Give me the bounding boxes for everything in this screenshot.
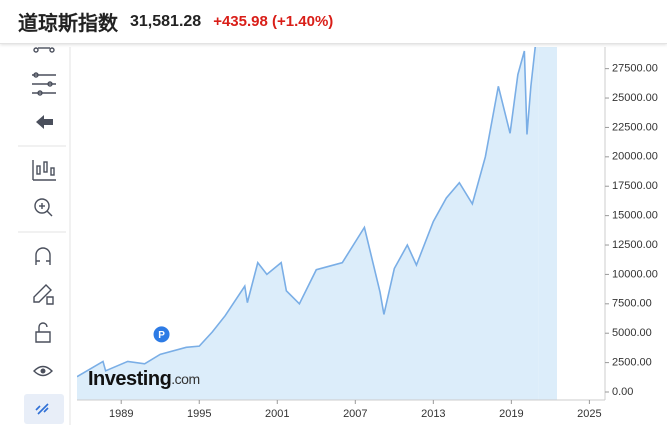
y-tick-label: 12500.00 <box>612 239 658 251</box>
x-tick-label: 2025 <box>577 408 601 420</box>
tool-indicators[interactable] <box>32 160 56 181</box>
y-tick-label: 7500.00 <box>612 298 652 310</box>
y-tick-label: 2500.00 <box>612 357 652 369</box>
event-marker <box>153 326 170 343</box>
y-tick-label: 15000.00 <box>612 210 658 222</box>
y-tick-label: 20000.00 <box>612 151 658 163</box>
watermark-brand: Investing <box>88 368 171 390</box>
tool-link[interactable] <box>35 403 49 415</box>
area-fill <box>77 47 539 400</box>
y-tick-label: 17500.00 <box>612 180 658 192</box>
tool-fib[interactable] <box>32 72 56 96</box>
tool-zoom[interactable] <box>34 198 53 217</box>
tool-eye[interactable] <box>33 365 53 377</box>
y-tick-label: 22500.00 <box>612 121 658 133</box>
index-change: +435.98 (+1.40%) <box>213 13 334 30</box>
tool-eye-pupil <box>40 368 46 374</box>
y-tick-label: 5000.00 <box>612 327 652 339</box>
x-tick-label: 2007 <box>343 408 367 420</box>
watermark: Investing.com <box>88 368 200 390</box>
plot-area <box>77 47 557 400</box>
y-tick-label: 0.00 <box>612 386 633 398</box>
y-tick-label: 10000.00 <box>612 268 658 280</box>
x-tick-label: 2001 <box>265 408 289 420</box>
tool-trend[interactable] <box>33 47 55 53</box>
tool-lock-draw[interactable] <box>33 284 54 305</box>
area-fill-tail <box>538 47 557 400</box>
y-tick-label: 27500.00 <box>612 63 658 75</box>
watermark-suffix: .com <box>171 371 199 387</box>
header: 道琼斯指数 31,581.28 +435.98 (+1.40%) <box>0 0 667 44</box>
event-marker-label: P <box>158 330 165 341</box>
y-tick-label: 25000.00 <box>612 92 658 104</box>
tool-back[interactable] <box>36 115 53 129</box>
tool-unlock[interactable] <box>35 322 51 343</box>
tool-magnet[interactable] <box>35 247 51 265</box>
toolbar <box>18 47 71 425</box>
index-price: 31,581.28 <box>130 12 202 30</box>
index-title: 道琼斯指数 <box>18 13 118 35</box>
price-line <box>77 47 537 378</box>
x-tick-label: 2013 <box>421 408 445 420</box>
x-tick-label: 1995 <box>187 408 211 420</box>
x-tick-label: 1989 <box>109 408 133 420</box>
x-tick-label: 2019 <box>499 408 523 420</box>
